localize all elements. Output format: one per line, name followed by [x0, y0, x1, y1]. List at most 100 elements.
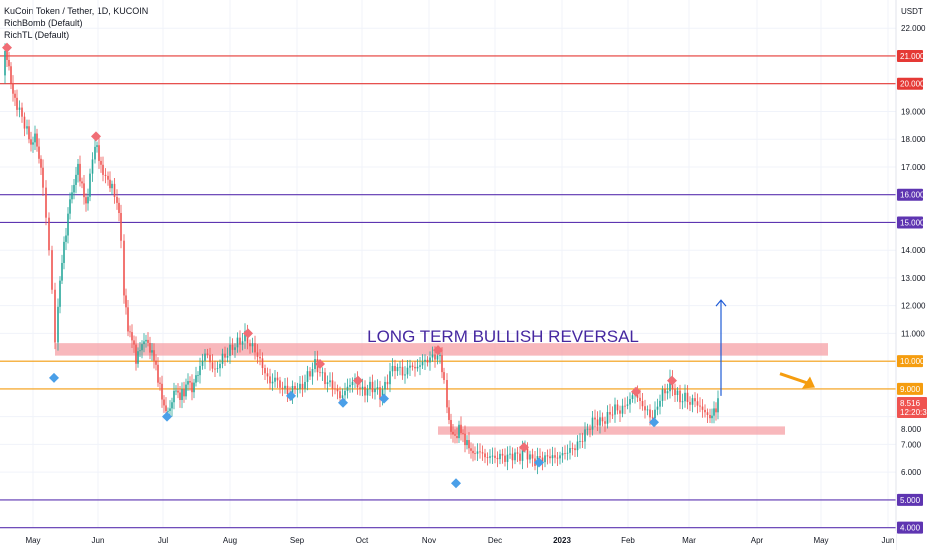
- level-label: 5.000: [900, 496, 921, 505]
- candle-body: [446, 379, 448, 408]
- candle-body: [234, 347, 236, 350]
- candle-body: [116, 196, 118, 203]
- candle-body: [549, 456, 551, 459]
- candle-body: [452, 431, 454, 435]
- candle-body: [614, 404, 616, 415]
- level-label: 9.000: [900, 385, 921, 394]
- candle-body: [38, 146, 40, 159]
- annotations: LONG TERM BULLISH REVERSAL: [367, 299, 815, 396]
- candle-body: [127, 307, 129, 332]
- candle-body: [28, 126, 30, 140]
- candle-body: [414, 366, 416, 369]
- candle-body: [281, 387, 284, 389]
- candle-body: [699, 405, 701, 407]
- candle-body: [75, 174, 77, 185]
- sell-signal-marker: [433, 345, 443, 356]
- candle-body: [167, 410, 169, 412]
- candle-body: [201, 360, 204, 366]
- candle-body: [636, 392, 639, 398]
- candle-body: [153, 350, 155, 361]
- candle-body: [374, 388, 376, 393]
- candle-body: [511, 453, 514, 461]
- candle-body: [443, 372, 445, 380]
- candle-body: [479, 451, 481, 453]
- candle-body: [89, 173, 91, 197]
- y-tick-label: 13.000: [901, 274, 926, 283]
- candle-body: [421, 361, 424, 366]
- x-tick-label: May: [25, 536, 40, 545]
- y-tick-label: 18.000: [901, 135, 926, 144]
- candle-body: [334, 388, 336, 390]
- y-tick-label: 19.000: [901, 107, 926, 116]
- indicator-richtl[interactable]: RichTL (Default): [4, 30, 70, 40]
- candle-body: [193, 382, 195, 393]
- last-price-box: [897, 396, 927, 418]
- candle-body: [204, 353, 206, 361]
- candle-body: [81, 181, 83, 184]
- candle-body: [159, 382, 161, 384]
- candle-body: [659, 400, 661, 407]
- candle-body: [157, 364, 159, 383]
- candle-body: [694, 398, 696, 402]
- candle-body: [584, 429, 586, 442]
- candle-body: [564, 453, 566, 454]
- candle-body: [209, 354, 211, 363]
- candle-body: [376, 387, 379, 389]
- candle-body: [519, 453, 521, 461]
- sell-signal-marker: [2, 42, 12, 53]
- candle-body: [394, 365, 396, 372]
- x-tick-label: Jun: [882, 536, 895, 545]
- candle-body: [389, 371, 391, 385]
- candle-body: [163, 399, 165, 406]
- candle-body: [571, 448, 574, 449]
- candle-body: [264, 368, 266, 374]
- candle-body: [34, 133, 36, 143]
- candle-body: [366, 388, 369, 396]
- arrow-up-head: [715, 299, 727, 307]
- candle-body: [249, 343, 251, 347]
- x-tick-label: Jul: [158, 536, 168, 545]
- candle-body: [616, 404, 619, 411]
- candle-body: [661, 389, 664, 401]
- candle-body: [216, 368, 219, 370]
- price-zone: [438, 426, 785, 435]
- x-tick-label: Oct: [356, 536, 369, 545]
- candle-body: [48, 217, 50, 251]
- y-tick-label: 11.000: [901, 329, 925, 338]
- sell-signal-marker: [243, 328, 253, 339]
- buy-signal-marker: [162, 411, 172, 422]
- candle-body: [21, 107, 23, 117]
- candle-body: [641, 401, 644, 407]
- x-tick-label: Sep: [290, 536, 305, 545]
- candle-body: [189, 381, 191, 383]
- candle-body: [429, 357, 431, 363]
- candle-body: [4, 50, 6, 76]
- candle-body: [79, 163, 81, 182]
- candle-body: [169, 408, 171, 411]
- candle-body: [629, 398, 631, 405]
- candle-body: [113, 183, 116, 197]
- candle-body: [559, 455, 561, 459]
- candle-body: [474, 453, 476, 455]
- candle-body: [324, 372, 326, 385]
- level-label: 16.000: [900, 191, 925, 200]
- candle-body: [674, 389, 676, 395]
- candle-body: [409, 365, 411, 368]
- indicator-richbomb[interactable]: RichBomb (Default): [4, 18, 83, 28]
- candle-body: [36, 133, 38, 147]
- level-label: 20.000: [900, 80, 925, 89]
- candle-body: [491, 455, 494, 457]
- candle-body: [434, 354, 436, 360]
- candle-body: [306, 371, 309, 382]
- candle-body: [359, 387, 361, 390]
- currency-label: USDT: [901, 7, 923, 16]
- candle-body: [676, 390, 679, 395]
- candle-body: [269, 376, 271, 384]
- candle-body: [411, 365, 414, 367]
- candle-body: [175, 390, 177, 392]
- candle-body: [185, 384, 187, 397]
- candle-body: [135, 344, 137, 364]
- candle-body: [681, 401, 684, 403]
- candle-body: [239, 337, 241, 345]
